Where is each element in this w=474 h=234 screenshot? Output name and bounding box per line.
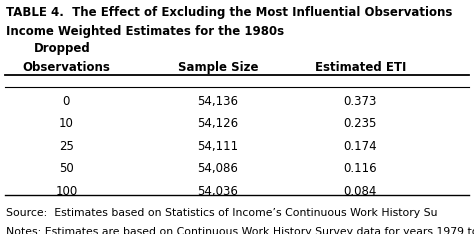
- Text: 0.235: 0.235: [344, 117, 377, 130]
- Text: 54,136: 54,136: [198, 95, 238, 108]
- Text: 54,111: 54,111: [198, 140, 238, 153]
- Text: 0.174: 0.174: [344, 140, 377, 153]
- Text: 0.116: 0.116: [344, 162, 377, 175]
- Text: 100: 100: [55, 185, 77, 198]
- Text: Observations: Observations: [22, 61, 110, 74]
- Text: Sample Size: Sample Size: [178, 61, 258, 74]
- Text: 0.373: 0.373: [344, 95, 377, 108]
- Text: Source:  Estimates based on Statistics of Income’s Continuous Work History Su: Source: Estimates based on Statistics of…: [6, 208, 437, 218]
- Text: Notes: Estimates are based on Continuous Work History Survey data for years 1979: Notes: Estimates are based on Continuous…: [6, 227, 474, 234]
- Text: 10: 10: [59, 117, 74, 130]
- Text: Estimated ETI: Estimated ETI: [315, 61, 406, 74]
- Text: 0.084: 0.084: [344, 185, 377, 198]
- Text: 50: 50: [59, 162, 74, 175]
- Text: Income Weighted Estimates for the 1980s: Income Weighted Estimates for the 1980s: [6, 25, 284, 38]
- Text: 0: 0: [63, 95, 70, 108]
- Text: 54,036: 54,036: [198, 185, 238, 198]
- Text: 25: 25: [59, 140, 74, 153]
- Text: 54,086: 54,086: [198, 162, 238, 175]
- Text: TABLE 4.  The Effect of Excluding the Most Influential Observations: TABLE 4. The Effect of Excluding the Mos…: [6, 6, 452, 19]
- Text: 54,126: 54,126: [198, 117, 238, 130]
- Text: Dropped: Dropped: [34, 42, 91, 55]
